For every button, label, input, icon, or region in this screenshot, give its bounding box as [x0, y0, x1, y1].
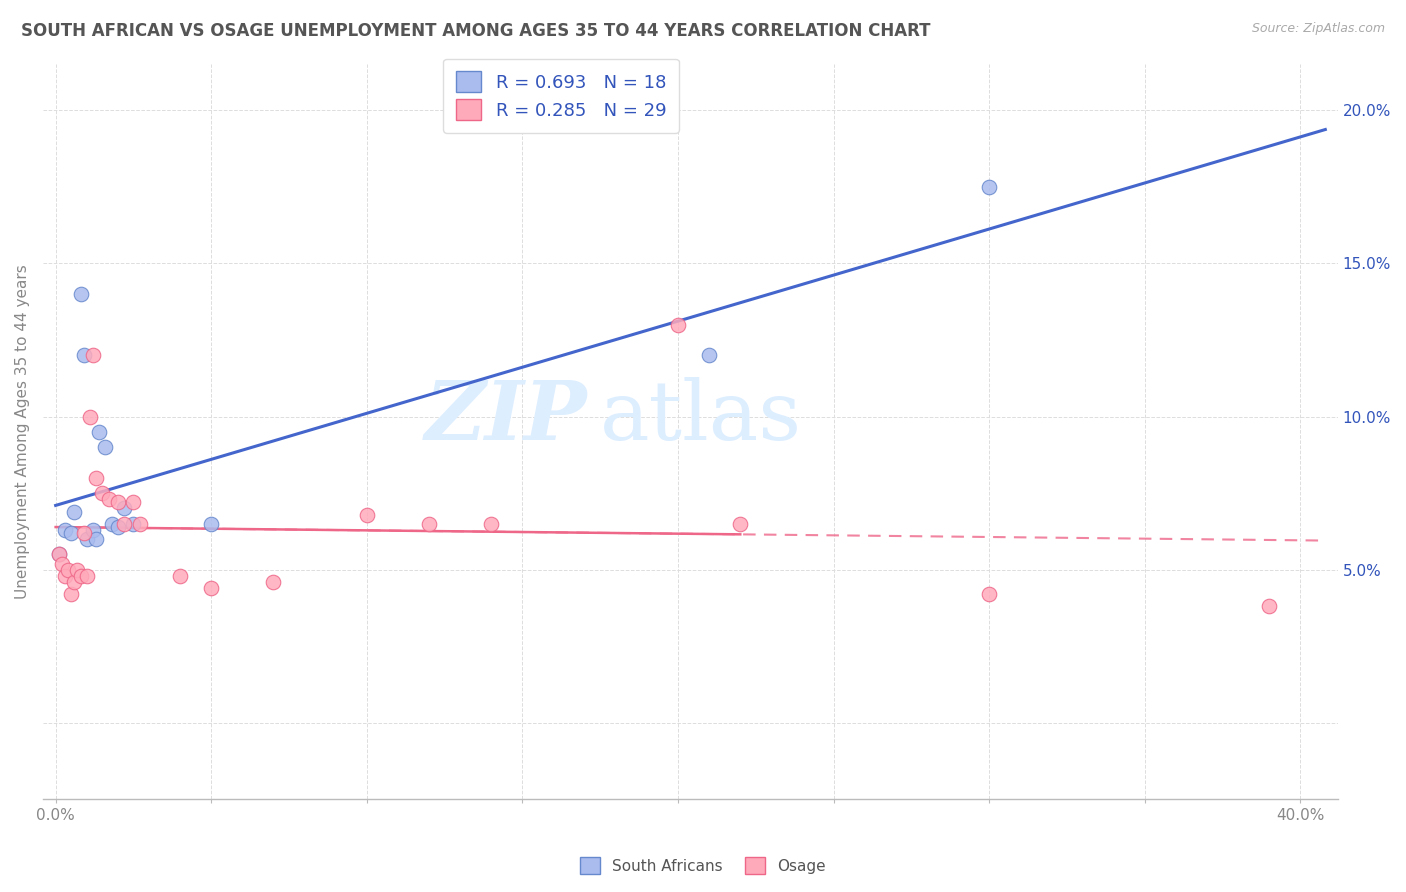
Point: [263, 574, 285, 589]
Point: [107, 495, 129, 509]
Point: [69, 569, 91, 583]
Point: [48, 548, 70, 562]
Text: Source: ZipAtlas.com: Source: ZipAtlas.com: [1251, 22, 1385, 36]
Point: [122, 516, 145, 531]
Point: [60, 525, 83, 540]
Point: [84, 532, 107, 546]
Point: [53, 523, 76, 537]
Point: [82, 523, 104, 537]
Point: [100, 516, 122, 531]
Point: [60, 587, 83, 601]
Point: [66, 563, 89, 577]
Point: [89, 425, 111, 439]
Point: [169, 569, 191, 583]
Point: [200, 516, 222, 531]
Y-axis label: Unemployment Among Ages 35 to 44 years: Unemployment Among Ages 35 to 44 years: [15, 265, 30, 599]
Point: [63, 504, 86, 518]
Point: [91, 486, 114, 500]
Point: [79, 409, 101, 424]
Text: atlas: atlas: [600, 377, 801, 458]
Point: [112, 516, 135, 531]
Point: [418, 516, 440, 531]
Point: [72, 348, 94, 362]
Point: [730, 516, 752, 531]
Point: [82, 348, 104, 362]
Point: [53, 569, 76, 583]
Point: [69, 287, 91, 301]
Point: [479, 516, 502, 531]
Point: [666, 318, 689, 332]
Point: [76, 532, 98, 546]
Point: [107, 520, 129, 534]
Point: [63, 574, 86, 589]
Point: [356, 508, 378, 522]
Point: [84, 471, 107, 485]
Point: [1258, 599, 1281, 614]
Point: [122, 495, 145, 509]
Point: [979, 587, 1001, 601]
Point: [200, 581, 222, 595]
Point: [128, 516, 150, 531]
Point: [97, 492, 120, 507]
Point: [979, 179, 1001, 194]
Legend: R = 0.693   N = 18, R = 0.285   N = 29: R = 0.693 N = 18, R = 0.285 N = 29: [443, 59, 679, 133]
Point: [48, 548, 70, 562]
Legend: South Africans, Osage: South Africans, Osage: [574, 851, 832, 880]
Point: [112, 501, 135, 516]
Point: [76, 569, 98, 583]
Point: [51, 557, 73, 571]
Point: [94, 440, 117, 454]
Point: [72, 525, 94, 540]
Point: [56, 563, 79, 577]
Text: ZIP: ZIP: [425, 377, 586, 458]
Text: SOUTH AFRICAN VS OSAGE UNEMPLOYMENT AMONG AGES 35 TO 44 YEARS CORRELATION CHART: SOUTH AFRICAN VS OSAGE UNEMPLOYMENT AMON…: [21, 22, 931, 40]
Point: [697, 348, 720, 362]
